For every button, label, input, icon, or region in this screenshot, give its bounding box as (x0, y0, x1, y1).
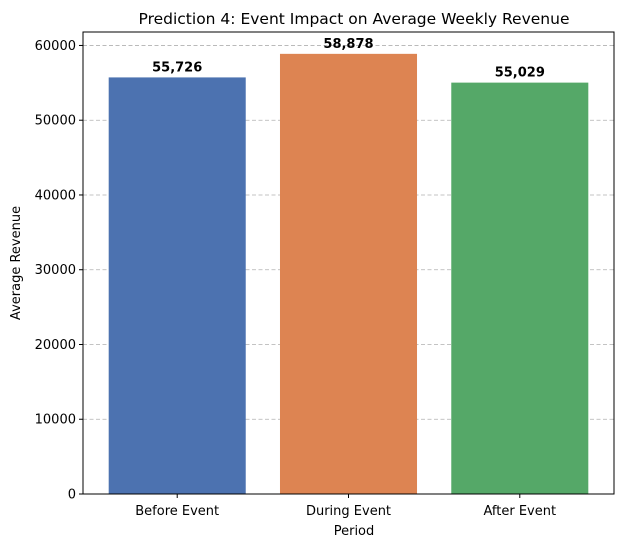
y-tick-label: 50000 (35, 114, 76, 129)
bar-value-label: 55,726 (152, 60, 202, 75)
bar-value-label: 55,029 (495, 66, 545, 81)
data-labels: 55,726 58,878 55,029 (152, 37, 545, 81)
x-tick-label: After Event (483, 504, 556, 519)
y-tick-label: 60000 (35, 39, 76, 54)
x-tick-label: During Event (306, 504, 391, 519)
y-tick-label: 20000 (35, 338, 76, 353)
y-tick-label: 40000 (35, 188, 76, 203)
y-tick-label: 0 (68, 488, 76, 503)
bar (279, 53, 418, 494)
x-tick-label: Before Event (135, 504, 219, 519)
bars (108, 53, 589, 495)
bar (108, 77, 246, 495)
bar-value-label: 58,878 (323, 37, 373, 52)
bar (451, 82, 589, 494)
chart-title: Prediction 4: Event Impact on Average We… (139, 10, 570, 28)
x-axis-ticks: Before Event During Event After Event (135, 494, 556, 519)
y-axis-ticks: 0 10000 20000 30000 40000 50000 60000 (35, 39, 83, 503)
y-tick-label: 30000 (35, 263, 76, 278)
y-axis-label: Average Revenue (9, 206, 24, 320)
y-tick-label: 10000 (35, 413, 76, 428)
x-axis-label: Period (334, 524, 375, 539)
